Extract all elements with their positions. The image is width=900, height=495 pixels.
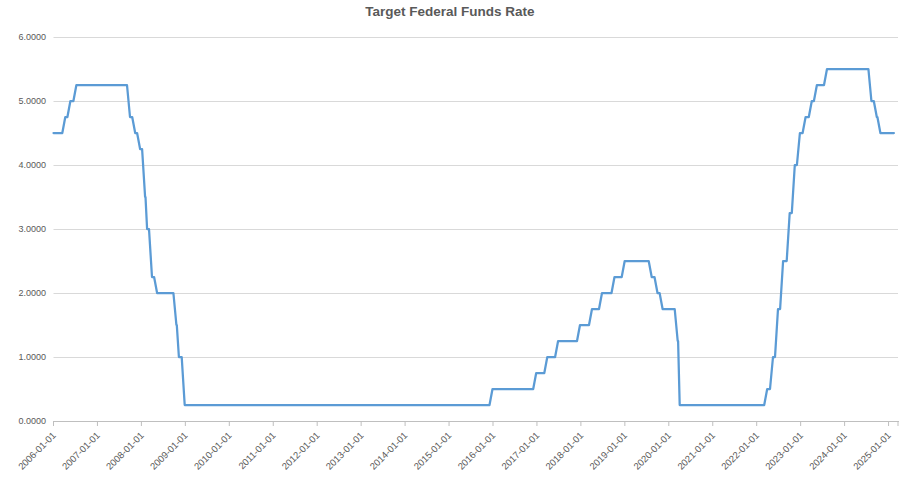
x-axis-label: 2010-01-01 [192, 430, 234, 472]
y-axis-label: 4.0000 [18, 160, 46, 170]
x-axis-label: 2006-01-01 [16, 430, 58, 472]
x-axis-label: 2024-01-01 [807, 430, 849, 472]
x-axis-label: 2014-01-01 [367, 430, 409, 472]
x-axis-label: 2020-01-01 [631, 430, 673, 472]
x-axis-label: 2022-01-01 [719, 430, 761, 472]
y-axis-label: 3.0000 [18, 224, 46, 234]
x-axis-label: 2021-01-01 [675, 430, 717, 472]
x-axis-label: 2011-01-01 [236, 430, 278, 472]
x-axis-label: 2018-01-01 [543, 430, 585, 472]
y-axis-label: 6.0000 [18, 32, 46, 42]
plot-area: 0.0000 1.0000 2.0000 3.0000 4.0000 5.0000 6.00… [0, 0, 900, 495]
x-axis-label: 2013-01-01 [323, 430, 365, 472]
x-axis-label: 2017-01-01 [499, 430, 541, 472]
y-axis-label: 5.0000 [18, 96, 46, 106]
x-axis-label: 2025-01-01 [851, 430, 893, 472]
y-axis-label: 1.0000 [18, 352, 46, 362]
y-axis-label: 0.0000 [18, 416, 46, 426]
x-axis-label: 2012-01-01 [279, 430, 321, 472]
chart-title: Target Federal Funds Rate [0, 4, 900, 19]
x-axis-label: 2008-01-01 [104, 430, 146, 472]
x-axis-label: 2015-01-01 [411, 430, 453, 472]
y-axis-label: 2.0000 [18, 288, 46, 298]
federal-funds-rate-chart: Target Federal Funds Rate 0.0000 1.0000 2.… [0, 0, 900, 495]
x-axis-label: 2007-01-01 [60, 430, 102, 472]
rate-line [54, 69, 894, 405]
x-axis-label: 2023-01-01 [763, 430, 805, 472]
x-axis-label: 2019-01-01 [587, 430, 629, 472]
x-axis-label: 2009-01-01 [148, 430, 190, 472]
x-axis-label: 2016-01-01 [455, 430, 497, 472]
